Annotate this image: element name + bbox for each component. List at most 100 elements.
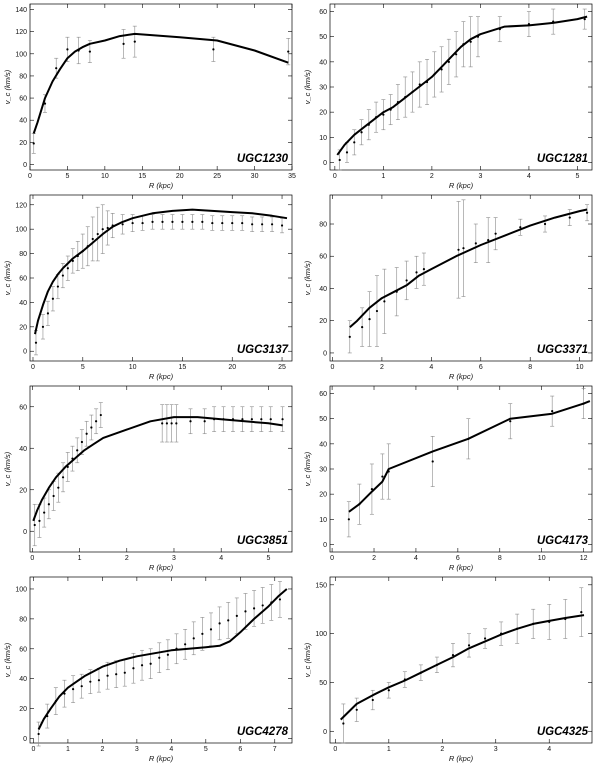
ugc1281-model-curve bbox=[336, 15, 588, 156]
ugc4325-plot-frame bbox=[329, 576, 593, 744]
ugc4278-data-point bbox=[115, 673, 118, 676]
ugc3137-data-point bbox=[41, 325, 45, 328]
ugc4325-data-point bbox=[387, 689, 390, 692]
ugc3851-data-point bbox=[94, 420, 98, 423]
ugc4173-ytick-label: 20 bbox=[319, 492, 327, 499]
ugc1281-data-point bbox=[382, 113, 385, 116]
ugc4325-x-axis-label: R (kpc) bbox=[449, 754, 474, 763]
ugc4325-xtick-label: 4 bbox=[547, 746, 551, 753]
ugc3371-plot-frame bbox=[329, 194, 593, 362]
ugc3851-x-axis-label: R (kpc) bbox=[149, 563, 174, 572]
ugc1281-x-axis-label: R (kpc) bbox=[449, 181, 474, 190]
ugc1281-ytick-label: 50 bbox=[319, 34, 327, 41]
ugc4173-model-curve bbox=[348, 400, 591, 513]
ugc3137-data-point bbox=[191, 220, 194, 223]
ugc4173-y-axis-label: v_c (km/s) bbox=[303, 451, 312, 486]
ugc4173-xtick-label: 6 bbox=[456, 555, 460, 562]
chart-ugc4325: 0 1 2 3 4 0 50 100 150 R (kpc) v_c (km/s) UGC4325 bbox=[303, 576, 593, 763]
ugc4173-ytick-label: 40 bbox=[319, 441, 327, 448]
ugc3851-plot-frame bbox=[29, 385, 293, 553]
ugc3371-data-point bbox=[519, 226, 522, 229]
ugc1230-xtick-label: 5 bbox=[65, 173, 69, 180]
ugc3137-xtick-label: 15 bbox=[179, 364, 187, 371]
ugc3137-data-point bbox=[201, 220, 204, 223]
ugc4278-data-point bbox=[106, 674, 109, 677]
ugc1281-plot-frame bbox=[329, 3, 593, 171]
ugc4173-xtick-label: 2 bbox=[372, 555, 376, 562]
chart-ugc1230: 0 5 10 15 20 25 30 35 0 20 40 60 80 100 120 140 R (kpc) v… bbox=[3, 3, 296, 190]
ugc4278-xtick-label: 2 bbox=[100, 746, 104, 753]
ugc3137-data-point bbox=[101, 228, 104, 231]
ugc4278-data-point bbox=[278, 598, 282, 601]
ugc3851-data-point bbox=[170, 422, 173, 425]
ugc4325-ytick-label: 50 bbox=[319, 680, 327, 687]
ugc3371-data-point bbox=[457, 248, 460, 251]
ugc4173-data-point bbox=[509, 420, 512, 423]
ugc1230-xtick-label: 15 bbox=[138, 173, 146, 180]
panel-ugc3137: 0 5 10 15 20 25 0 20 40 60 80 100 120 R (kpc) v_c (km/… bbox=[0, 191, 300, 381]
ugc1230-ytick-label: 0 bbox=[23, 162, 27, 169]
ugc4278-galaxy-name: UGC4278 bbox=[237, 726, 289, 738]
ugc3137-data-point bbox=[280, 224, 284, 227]
ugc4173-ytick-label: 50 bbox=[319, 416, 327, 423]
ugc4325-galaxy-name: UGC4325 bbox=[537, 726, 589, 738]
ugc1281-y-axis-label: v_c (km/s) bbox=[303, 69, 312, 104]
ugc1281-ytick-label: 0 bbox=[323, 160, 327, 167]
ugc3371-data-point bbox=[494, 232, 497, 235]
ugc1230-ytick-label: 60 bbox=[19, 96, 27, 103]
ugc4278-x-axis-label: R (kpc) bbox=[149, 754, 174, 763]
ugc3851-data-point bbox=[241, 418, 244, 421]
ugc3371-xtick-label: 0 bbox=[331, 364, 335, 371]
ugc3851-data-point bbox=[33, 523, 36, 527]
ugc1230-ytick-label: 80 bbox=[19, 73, 27, 80]
ugc4278-data-point bbox=[80, 685, 83, 688]
ugc3137-galaxy-name: UGC3137 bbox=[237, 344, 289, 356]
ugc4278-ytick-label: 60 bbox=[19, 646, 27, 653]
ugc4278-ytick-label: 80 bbox=[19, 616, 27, 623]
ugc3851-xtick-label: 3 bbox=[172, 555, 176, 562]
ugc3137-data-point bbox=[61, 274, 64, 277]
ugc4325-model-curve bbox=[339, 614, 585, 721]
ugc4325-xtick-label: 1 bbox=[387, 746, 391, 753]
ugc3371-data-point bbox=[405, 279, 408, 282]
ugc4278-data-point bbox=[97, 679, 101, 682]
ugc3371-data-point bbox=[375, 309, 379, 313]
ugc3371-data-point bbox=[348, 335, 351, 338]
ugc3137-data-point bbox=[171, 220, 174, 223]
panel-ugc4278: 0 1 2 3 4 5 6 7 0 20 40 60 80 100 R (kpc) v_c (km/s) UGC… bbox=[0, 573, 300, 763]
ugc3371-xtick-label: 10 bbox=[576, 364, 584, 371]
ugc4325-ytick-label: 150 bbox=[315, 582, 327, 589]
ugc1230-ytick-label: 140 bbox=[15, 7, 27, 14]
ugc4325-xtick-label: 0 bbox=[333, 746, 337, 753]
ugc4278-xtick-label: 3 bbox=[135, 746, 139, 753]
ugc4173-data-point bbox=[370, 488, 374, 491]
ugc3137-x-axis-label: R (kpc) bbox=[149, 372, 174, 381]
ugc3137-data-point bbox=[151, 220, 154, 223]
ugc1281-xtick-label: 0 bbox=[333, 173, 337, 180]
ugc4278-data-point bbox=[209, 628, 213, 631]
ugc3851-xtick-label: 4 bbox=[219, 555, 223, 562]
ugc3137-data-point bbox=[161, 220, 164, 223]
ugc3371-xtick-label: 6 bbox=[479, 364, 483, 371]
chart-ugc4278: 0 1 2 3 4 5 6 7 0 20 40 60 80 100 R (kpc) v_c (km/s) UGC… bbox=[3, 576, 293, 763]
ugc3851-ytick-label: 40 bbox=[19, 446, 27, 453]
ugc4325-data-point bbox=[580, 611, 583, 614]
ugc3851-data-point bbox=[76, 449, 79, 452]
ugc1230-xtick-label: 10 bbox=[101, 173, 109, 180]
ugc3371-ytick-label: 20 bbox=[319, 318, 327, 325]
ugc3851-data-point bbox=[80, 440, 84, 444]
ugc4278-data-point bbox=[132, 667, 135, 670]
ugc3137-data-point bbox=[241, 221, 244, 225]
ugc3137-xtick-label: 10 bbox=[129, 364, 137, 371]
ugc1230-xtick-label: 25 bbox=[213, 173, 221, 180]
chart-ugc3371: 0 2 4 6 8 10 0 20 40 60 80 R (kpc) v_c (km/s) UGC3371 bbox=[303, 194, 593, 381]
ugc1230-galaxy-name: UGC1230 bbox=[237, 153, 289, 165]
ugc3851-model-curve bbox=[32, 416, 283, 522]
ugc3371-data-point bbox=[543, 222, 547, 226]
panel-ugc4173: 0 2 4 6 8 10 12 0 10 20 30 40 50 60 R (kpc) v_c (km/s) U… bbox=[300, 382, 600, 572]
ugc3137-ytick-label: 20 bbox=[19, 324, 27, 331]
ugc4325-data-point bbox=[342, 722, 345, 725]
ugc3851-xtick-label: 0 bbox=[30, 555, 34, 562]
ugc3137-xtick-label: 20 bbox=[228, 364, 236, 371]
ugc4278-xtick-label: 7 bbox=[273, 746, 277, 753]
